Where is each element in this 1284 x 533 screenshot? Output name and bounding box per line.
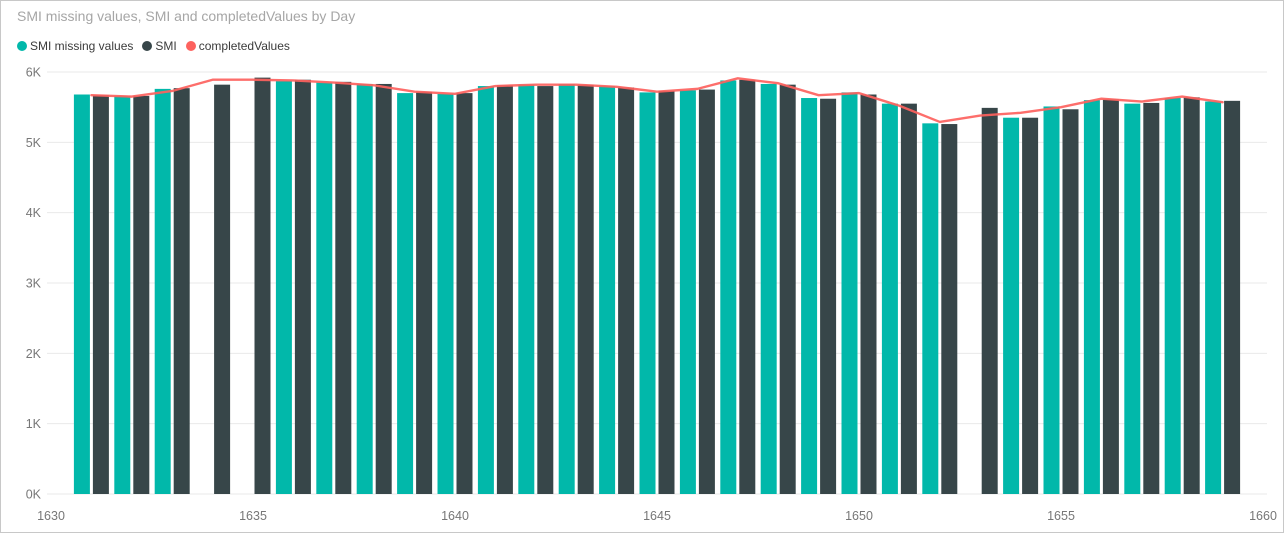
legend-item-smi-missing-values[interactable]: SMI missing values xyxy=(17,39,133,53)
bar-smi[interactable] xyxy=(900,103,917,495)
x-axis-tick-label: 1660 xyxy=(1249,509,1277,523)
x-axis-tick-label: 1650 xyxy=(845,509,873,523)
bar-smi-missing-values[interactable] xyxy=(599,86,616,495)
bar-smi[interactable] xyxy=(658,90,675,495)
bar-smi-missing-values[interactable] xyxy=(154,88,171,494)
bar-smi[interactable] xyxy=(254,77,271,495)
bar-smi-missing-values[interactable] xyxy=(518,84,535,494)
bar-smi-missing-values[interactable] xyxy=(639,92,656,494)
bar-smi-missing-values[interactable] xyxy=(114,95,131,494)
bar-smi-missing-values[interactable] xyxy=(801,98,818,495)
bar-smi[interactable] xyxy=(335,81,352,494)
bar-smi[interactable] xyxy=(860,94,877,495)
bar-smi[interactable] xyxy=(1183,97,1200,494)
bar-smi-missing-values[interactable] xyxy=(841,92,858,494)
y-axis-tick-label: 4K xyxy=(26,206,42,220)
bar-smi-missing-values[interactable] xyxy=(275,81,292,494)
legend: SMI missing values SMI completedValues xyxy=(17,39,290,53)
x-axis-tick-label: 1645 xyxy=(643,509,671,523)
bar-smi[interactable] xyxy=(577,84,594,494)
y-axis-tick-label: 3K xyxy=(26,277,42,291)
bar-smi[interactable] xyxy=(214,84,231,494)
bar-smi[interactable] xyxy=(981,107,998,495)
bar-smi[interactable] xyxy=(779,84,796,494)
bar-smi[interactable] xyxy=(1062,109,1079,494)
bar-smi[interactable] xyxy=(820,98,837,494)
bar-smi-missing-values[interactable] xyxy=(1043,106,1060,495)
line-completedvalues[interactable] xyxy=(90,77,1224,124)
bar-smi-missing-values[interactable] xyxy=(679,90,696,494)
bar-smi-missing-values[interactable] xyxy=(316,82,333,495)
x-axis-tick-label: 1655 xyxy=(1047,509,1075,523)
bar-smi[interactable] xyxy=(496,85,513,494)
legend-dot-icon xyxy=(142,41,153,51)
bar-smi[interactable] xyxy=(1224,100,1241,494)
bar-smi[interactable] xyxy=(537,86,554,495)
bar-smi[interactable] xyxy=(1143,102,1160,495)
legend-label: completedValues xyxy=(198,39,290,53)
chart-title: SMI missing values, SMI and completedVal… xyxy=(17,8,356,24)
bar-smi[interactable] xyxy=(698,89,715,494)
bar-smi-missing-values[interactable] xyxy=(437,93,454,494)
legend-dot-icon xyxy=(17,41,27,51)
bar-smi[interactable] xyxy=(375,83,392,494)
bar-smi-missing-values[interactable] xyxy=(881,103,898,495)
y-axis-tick-label: 5K xyxy=(26,136,42,150)
legend-item-smi[interactable]: SMI xyxy=(142,39,177,53)
y-axis-tick-label: 1K xyxy=(26,417,42,431)
y-axis-tick-label: 6K xyxy=(26,66,42,80)
bar-smi[interactable] xyxy=(133,95,150,494)
bar-smi[interactable] xyxy=(618,87,635,495)
bar-smi-missing-values[interactable] xyxy=(356,83,373,494)
bar-smi[interactable] xyxy=(456,93,473,494)
bar-smi[interactable] xyxy=(1102,99,1119,495)
bar-smi-missing-values[interactable] xyxy=(760,83,777,494)
bar-smi-missing-values[interactable] xyxy=(1164,98,1181,495)
bar-smi[interactable] xyxy=(1022,117,1039,494)
bar-smi-missing-values[interactable] xyxy=(1205,101,1222,494)
x-axis-tick-label: 1635 xyxy=(239,509,267,523)
bar-smi[interactable] xyxy=(416,91,433,495)
bar-smi[interactable] xyxy=(92,95,109,495)
bar-smi[interactable] xyxy=(941,124,958,495)
legend-dot-icon xyxy=(185,41,196,51)
bar-smi[interactable] xyxy=(294,79,311,494)
bar-smi-missing-values[interactable] xyxy=(477,86,494,495)
legend-label: SMI missing values xyxy=(30,39,134,53)
bar-smi-missing-values[interactable] xyxy=(922,123,939,495)
bar-smi[interactable] xyxy=(173,88,190,494)
bar-smi-missing-values[interactable] xyxy=(720,80,737,494)
bar-smi-missing-values[interactable] xyxy=(1083,100,1100,494)
legend-item-completedvalues[interactable]: completedValues xyxy=(185,39,290,53)
bar-smi-missing-values[interactable] xyxy=(558,83,575,494)
x-axis-tick-label: 1640 xyxy=(441,509,469,523)
x-axis-tick-label: 1630 xyxy=(37,509,65,523)
legend-label: SMI xyxy=(155,39,177,53)
bar-smi-missing-values[interactable] xyxy=(73,94,90,495)
bar-smi-missing-values[interactable] xyxy=(397,93,414,494)
y-axis-tick-label: 2K xyxy=(26,347,42,361)
bar-smi-missing-values[interactable] xyxy=(1124,103,1141,495)
bar-smi[interactable] xyxy=(739,79,756,494)
bar-smi-missing-values[interactable] xyxy=(1003,117,1020,494)
y-axis-tick-label: 0K xyxy=(26,488,42,502)
